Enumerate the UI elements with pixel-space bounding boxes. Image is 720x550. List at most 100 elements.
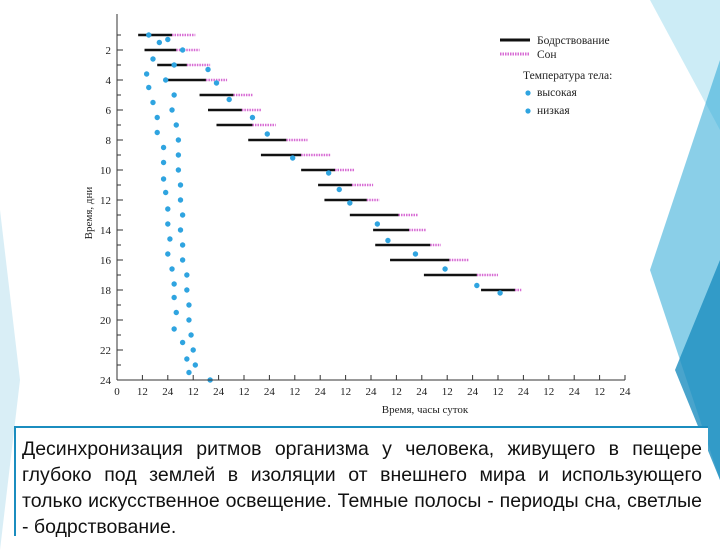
caption-box: Десинхронизация ритмов организма у челов…	[14, 426, 708, 538]
temp-low-point	[171, 92, 177, 98]
x-tick-label: 12	[594, 386, 605, 398]
temp-high-point	[374, 221, 381, 227]
x-tick-label: 24	[264, 386, 276, 398]
x-axis-label: Время, часы суток	[382, 404, 469, 416]
temp-low-point	[190, 347, 196, 353]
temp-low-point	[150, 56, 156, 62]
temp-low-point	[179, 242, 186, 248]
temp-low-point	[171, 326, 177, 332]
x-tick-label: 12	[289, 386, 300, 398]
temp-low-point	[175, 152, 182, 158]
x-tick-label: 12	[493, 386, 504, 398]
chart-panel: 2 4 6 8 10 12 14 16 18 20 22 24 0 12 24 12 24 12 24 12 24 12 2…	[70, 8, 650, 426]
temp-high-point	[264, 131, 270, 137]
temp-low-point	[156, 39, 163, 46]
temp-low-point	[160, 144, 167, 151]
temp-low-point	[171, 62, 177, 68]
temp-low-point	[173, 309, 179, 316]
temp-low-point	[192, 362, 199, 368]
x-tick-label: 12	[137, 386, 148, 398]
temp-low-point	[184, 272, 190, 278]
legend-sleep-label: Сон	[537, 49, 557, 61]
temp-low-point	[165, 251, 171, 257]
temp-low-point	[179, 47, 186, 53]
temp-low-point	[143, 71, 150, 77]
temp-high-point	[289, 155, 296, 161]
figure-caption: Десинхронизация ритмов организма у челов…	[22, 438, 702, 538]
y-axis-label: Время, дни	[83, 187, 95, 240]
y-tick-label: 24	[100, 375, 112, 387]
temp-low-point	[186, 369, 192, 376]
x-tick-label: 0	[114, 386, 120, 398]
x-tick-label: 12	[239, 386, 250, 398]
x-tick-label: 24	[315, 386, 327, 398]
temp-low-point	[165, 206, 171, 212]
x-tick-label: 24	[416, 386, 428, 398]
temp-low-point	[184, 356, 190, 362]
y-tick-label: 8	[106, 135, 112, 147]
y-tick-label: 14	[100, 225, 112, 237]
temp-low-point	[160, 176, 167, 182]
x-tick-label: 24	[620, 386, 632, 398]
temp-high-point	[497, 290, 503, 296]
y-tick-label: 6	[106, 105, 112, 117]
temp-low-point	[154, 129, 160, 136]
y-tick-label: 12	[100, 195, 111, 207]
temp-low-point	[169, 107, 175, 113]
wake-series	[138, 33, 515, 292]
temp-high-point	[474, 282, 480, 289]
temp-low-series	[143, 32, 213, 383]
legend-temp-low-label: низкая	[537, 105, 570, 117]
temp-low-point	[171, 281, 177, 287]
temp-low-point	[177, 227, 184, 233]
x-tick-label: 24	[366, 386, 378, 398]
temp-low-point	[167, 236, 173, 242]
temp-low-point	[173, 122, 179, 128]
temp-low-point	[186, 302, 192, 308]
temp-low-point	[179, 212, 186, 218]
y-tick-label: 2	[106, 45, 112, 57]
x-tick-label: 24	[569, 386, 581, 398]
legend-temp-low-swatch	[525, 108, 531, 114]
y-tick-label: 18	[100, 285, 112, 297]
temp-low-point	[162, 77, 169, 83]
x-tick-label: 12	[391, 386, 402, 398]
x-tick-label: 24	[518, 386, 530, 398]
y-tick-label: 22	[100, 345, 111, 357]
temp-high-point	[226, 96, 232, 103]
temp-low-point	[165, 221, 171, 227]
legend: Бодрствование Сон Температура тела: высо…	[500, 35, 612, 117]
temp-low-point	[154, 114, 160, 121]
temp-high-point	[336, 186, 342, 193]
temp-high-point	[385, 237, 391, 244]
temp-high-point	[249, 114, 256, 121]
temp-high-point	[347, 200, 353, 206]
x-tick-label: 12	[543, 386, 554, 398]
temp-low-point	[169, 266, 175, 272]
temp-high-point	[205, 66, 211, 73]
temp-low-point	[179, 257, 186, 263]
temp-low-point	[160, 159, 167, 166]
temp-low-point	[175, 167, 182, 173]
temp-low-point	[175, 137, 182, 143]
legend-wake-label: Бодрствование	[537, 35, 610, 47]
temp-high-series	[165, 36, 503, 296]
x-tick-label: 12	[442, 386, 453, 398]
temp-high-point	[325, 170, 332, 176]
temp-low-point	[171, 294, 177, 301]
legend-temp-high-label: высокая	[537, 87, 578, 99]
x-tick-label: 24	[213, 386, 225, 398]
temp-low-point	[177, 182, 184, 188]
temp-low-point	[179, 339, 186, 346]
temp-low-point	[146, 32, 152, 38]
y-tick-label: 20	[100, 315, 112, 327]
x-tick-label: 24	[162, 386, 174, 398]
temp-low-point	[146, 84, 152, 91]
y-tick-label: 4	[106, 75, 112, 87]
temp-low-point	[162, 189, 169, 196]
temp-high-point	[442, 266, 448, 272]
temp-low-point	[188, 332, 194, 338]
y-tick-label: 10	[100, 165, 112, 177]
